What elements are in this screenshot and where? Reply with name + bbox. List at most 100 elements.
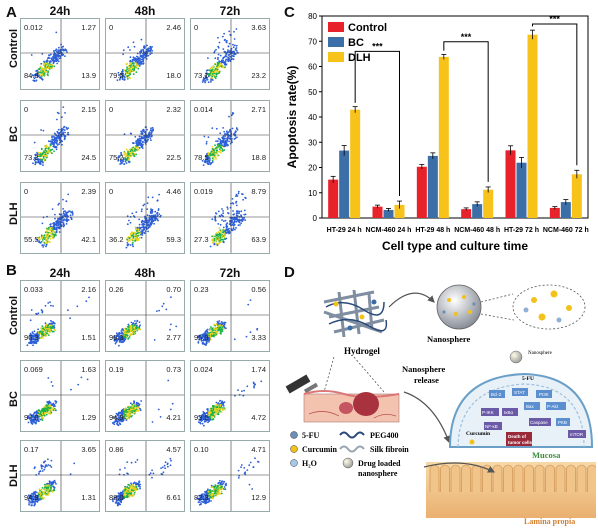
quadrant-value-ll: 79.5 [109, 71, 124, 80]
quadrant-value-lr: 1.29 [81, 413, 96, 422]
svg-text:P-Akt: P-Akt [547, 404, 559, 409]
panel-letter-a: A [6, 4, 17, 21]
legend-label-dlh: DLH [348, 52, 371, 64]
y-tick-label: 50 [308, 88, 317, 97]
bar-control [549, 207, 560, 218]
flow-plot-a-bc-72h: 0.014 2.71 78.5 18.8 [190, 100, 270, 172]
flow-plot-b-control-48h: 0.26 0.70 96.3 2.77 [105, 280, 185, 352]
legend-label-control: Control [348, 22, 387, 34]
quadrant-value-ll: 94.9 [109, 413, 124, 422]
svg-text:STAT: STAT [514, 390, 525, 395]
flow-plot-b-control-24h: 0.033 2.16 96.3 1.51 [20, 280, 100, 352]
bar-bc [516, 162, 527, 218]
legend-swatch-dlh [328, 52, 344, 62]
quadrant-value-ll: 27.3 [194, 235, 209, 244]
significance-label: *** [461, 32, 472, 42]
panel-a-row-bc: BC [8, 126, 20, 142]
y-tick-label: 10 [308, 189, 317, 198]
release-label-line1: Nanosphere [402, 364, 446, 374]
svg-text:Death of: Death of [508, 434, 527, 439]
quadrant-value-ll: 96.3 [109, 333, 124, 342]
release-arrow-icon [403, 391, 451, 444]
schematic-legend: 5-FU PEG400 Curcumin Silk fibroin H₂O Dr… [290, 431, 409, 478]
svg-text:NF-κB: NF-κB [485, 424, 498, 429]
svg-text:P-IKK: P-IKK [482, 410, 494, 415]
quadrant-value-lr: 23.2 [251, 71, 266, 80]
quadrant-value-lr: 1.51 [81, 333, 96, 342]
mechanism-schematic: Hydrogel Nanosphere Nanosphere release N… [285, 284, 596, 526]
quadrant-value-ll: 88.0 [109, 493, 124, 502]
apoptosis-bar-chart: 0 10 20 30 40 50 60 70 80 Apoptosis rate(%) Cell t… [285, 12, 589, 253]
svg-text:Bcl-2: Bcl-2 [491, 392, 502, 397]
released-drug-dots [523, 290, 572, 323]
flow-plot-b-control-72h: 0.23 0.56 95.9 3.33 [190, 280, 270, 352]
quadrant-value-ul: 0 [109, 105, 114, 114]
flow-plot-a-dlh-48h: 0 4.46 36.2 59.3 [105, 182, 185, 254]
x-tick-label: HT-29 48 h [415, 227, 450, 234]
quadrant-value-ll: 75.2 [109, 153, 124, 162]
quadrant-value-ur: 4.46 [166, 187, 181, 196]
panel-a-row-dlh: DLH [8, 202, 20, 225]
quadrant-value-ur: 2.32 [166, 105, 181, 114]
bar-dlh [394, 204, 405, 218]
quadrant-value-ul: 0.86 [109, 445, 124, 454]
panel-b-col-24h: 24h [49, 266, 71, 280]
quadrant-value-ll: 36.2 [109, 235, 124, 244]
quadrant-value-ur: 4.71 [251, 445, 266, 454]
nanosphere-icon [436, 284, 482, 330]
flow-plot-b-dlh-24h: 0.17 3.65 94.9 1.31 [20, 440, 100, 512]
nanosphere-legend-icon [342, 457, 354, 469]
y-tick-label: 40 [308, 113, 317, 122]
peg-wave-icon [339, 431, 365, 439]
bar-bc [560, 202, 571, 218]
fu-dot-icon [290, 431, 298, 439]
bar-control [416, 166, 427, 218]
svg-text:mTOR: mTOR [570, 432, 584, 437]
quadrant-value-ur: 0.56 [251, 285, 266, 294]
legend-swatch-bc [328, 37, 344, 47]
quadrant-value-ul: 0 [24, 105, 29, 114]
lamina-label: Lamina propia [524, 517, 575, 526]
bar-control [328, 179, 339, 218]
small-nanosphere-label: Nanosphere [528, 351, 553, 356]
bar-bc [472, 204, 483, 218]
quadrant-value-lr: 6.61 [166, 493, 181, 502]
quadrant-value-lr: 18.0 [166, 71, 181, 80]
release-label-line2: release [414, 375, 439, 385]
mucosa-label: Mucosa [532, 450, 561, 460]
flow-plot-a-bc-24h: 0 2.15 73.3 24.5 [20, 100, 100, 172]
significance-bracket [443, 41, 489, 182]
y-tick-label: 70 [308, 37, 317, 46]
x-tick-label: NCM-460 48 h [454, 227, 500, 234]
flow-plot-b-bc-24h: 0.069 1.63 97.0 1.29 [20, 360, 100, 432]
x-tick-label: HT-29 72 h [504, 227, 539, 234]
legend-label-bc: BC [348, 37, 364, 49]
quadrant-value-ll: 96.3 [24, 333, 39, 342]
quadrant-value-lr: 22.5 [166, 153, 181, 162]
quadrant-value-ur: 2.71 [251, 105, 266, 114]
quadrant-value-ur: 1.74 [251, 365, 266, 374]
quadrant-value-ul: 0 [109, 23, 114, 32]
flow-plot-b-dlh-72h: 0.10 4.71 82.3 12.9 [190, 440, 270, 512]
x-tick-label: NCM-460 24 h [366, 227, 412, 234]
nanosphere-label: Nanosphere [427, 334, 471, 344]
panel-letter-d: D [284, 264, 295, 281]
small-nanosphere-icon [509, 350, 523, 364]
quadrant-value-lr: 63.9 [251, 235, 266, 244]
fu-node-label: 5-FU [522, 376, 534, 382]
svg-text:tumor cells: tumor cells [508, 440, 533, 445]
flow-plot-b-bc-48h: 0.19 0.73 94.9 4.21 [105, 360, 185, 432]
magnify-lines-icon [323, 356, 385, 393]
panel-b-row-dlh: DLH [8, 464, 20, 487]
quadrant-value-lr: 2.77 [166, 333, 181, 342]
svg-text:PI3K: PI3K [539, 392, 549, 397]
x-tick-label: HT-29 24 h [327, 227, 362, 234]
quadrant-value-lr: 4.72 [251, 413, 266, 422]
panel-b-col-48h: 48h [134, 266, 156, 280]
nanosphere-drug-dots [442, 295, 476, 316]
quadrant-value-lr: 59.3 [166, 235, 181, 244]
quadrant-value-ll: 97.0 [24, 413, 39, 422]
quadrant-value-ur: 1.63 [81, 365, 96, 374]
entry-arrow-icon [423, 462, 496, 473]
y-axis-label: Apoptosis rate(%) [285, 66, 299, 169]
